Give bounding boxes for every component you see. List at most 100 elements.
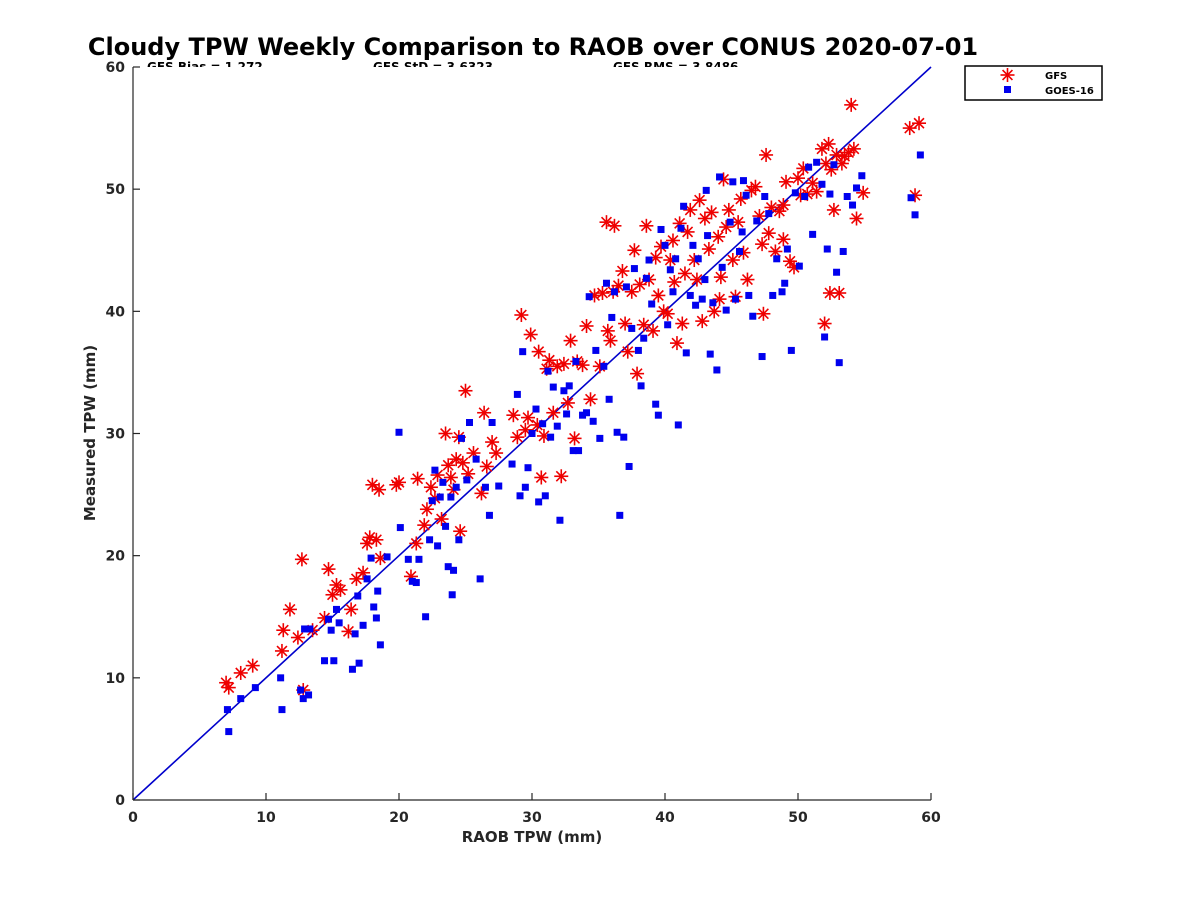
goes16-point	[682, 349, 690, 357]
gfs-point	[821, 136, 836, 151]
gfs-point	[692, 193, 707, 208]
gfs-point	[776, 232, 791, 247]
goes16-point	[549, 383, 557, 391]
goes16-point	[645, 256, 653, 264]
goes16-point	[354, 592, 362, 600]
gfs-point	[713, 270, 728, 285]
goes16-point	[628, 324, 636, 332]
goes16-point	[396, 524, 404, 532]
gfs-point	[521, 410, 536, 425]
goes16-point	[383, 553, 391, 561]
goes16-point	[513, 390, 521, 398]
goes16-point	[745, 291, 753, 299]
goes16-point	[532, 405, 540, 413]
gfs-point	[817, 316, 832, 331]
gfs-point	[755, 237, 770, 252]
goes16-point	[335, 619, 343, 627]
gfs-point	[438, 426, 453, 441]
goes16-point	[637, 382, 645, 390]
gfs-point	[704, 205, 719, 220]
goes16-point	[640, 334, 648, 342]
goes16-point	[839, 247, 847, 255]
axes: 0 10 20 30 40 50 60 0 10 20 30 40 50 60	[106, 60, 941, 826]
x-tick-label: 40	[655, 810, 675, 826]
gfs-point	[369, 532, 384, 547]
goes16-point	[585, 293, 593, 301]
gfs-point	[290, 630, 305, 645]
goes16-point	[278, 706, 286, 714]
y-tick-label: 20	[106, 549, 126, 565]
goes16-point	[447, 493, 455, 501]
gfs-point	[423, 480, 438, 495]
goes16-point	[694, 255, 702, 263]
gfs-point	[372, 482, 387, 497]
goes16-point	[426, 536, 434, 544]
gfs-point	[707, 304, 722, 319]
plot-area	[132, 66, 932, 801]
gfs-point	[809, 184, 824, 199]
chart-title: Cloudy TPW Weekly Comparison to RAOB ove…	[88, 33, 978, 61]
x-tick-label: 50	[788, 810, 808, 826]
goes16-point	[657, 225, 665, 233]
x-tick-label: 60	[921, 810, 941, 826]
goes16-point	[521, 483, 529, 491]
gfs-point	[221, 680, 236, 695]
goes16-point	[805, 163, 813, 171]
goes16-point	[351, 630, 359, 638]
goes16-point	[596, 434, 604, 442]
goes16-point	[843, 192, 851, 200]
goes16-point	[701, 276, 709, 284]
gfs-point	[636, 317, 651, 332]
gfs-point	[417, 518, 432, 533]
gfs-point	[282, 602, 297, 617]
goes16-point	[579, 411, 587, 419]
x-axis-label: RAOB TPW (mm)	[462, 828, 603, 846]
gfs-point	[665, 233, 680, 248]
gfs-point	[514, 307, 529, 322]
goes16-point	[742, 191, 750, 199]
goes16-point	[833, 268, 841, 276]
goes16-point	[735, 247, 743, 255]
gfs-point	[627, 243, 642, 258]
y-axis-ticks: 0 10 20 30 40 50 60	[106, 60, 140, 809]
gfs-point	[392, 475, 406, 490]
goes16-point	[778, 288, 786, 296]
gfs-point	[443, 470, 458, 485]
gfs-point	[245, 658, 260, 673]
goes16-point	[348, 665, 356, 673]
goes16-point	[428, 497, 436, 505]
gfs-point	[651, 288, 666, 303]
goes16-point	[758, 353, 766, 361]
goes16-point	[442, 522, 450, 530]
gfs-point	[677, 266, 692, 281]
y-tick-label: 30	[106, 427, 126, 443]
goes16-point	[415, 555, 423, 563]
goes16-point	[674, 421, 682, 429]
gfs-point	[321, 562, 336, 577]
goes16-point	[769, 291, 777, 299]
goes16-point	[569, 447, 577, 455]
gfs-point	[410, 471, 425, 486]
goes16-point	[488, 419, 496, 427]
goes16-point	[556, 516, 564, 524]
goes16-point	[395, 428, 403, 436]
gfs-point	[701, 242, 716, 257]
legend-gfs-label: GFS	[1045, 71, 1067, 82]
goes16-point	[826, 190, 834, 198]
y-tick-label: 10	[106, 671, 126, 687]
x-tick-label: 20	[389, 810, 409, 826]
gfs-point	[779, 174, 794, 189]
goes16-point	[666, 266, 674, 274]
gfs-point	[740, 272, 755, 287]
goes16-point	[412, 579, 420, 587]
goes16-point	[761, 192, 769, 200]
gfs-point	[733, 191, 748, 206]
gfs-point	[554, 469, 569, 484]
goes16-point	[791, 189, 799, 197]
goes16-point	[572, 357, 580, 365]
goes16-point	[481, 483, 489, 491]
gfs-point	[615, 264, 630, 279]
legend: GFS GOES-16	[964, 65, 1103, 101]
goes16-point	[622, 283, 630, 291]
goes16-point	[669, 288, 677, 296]
